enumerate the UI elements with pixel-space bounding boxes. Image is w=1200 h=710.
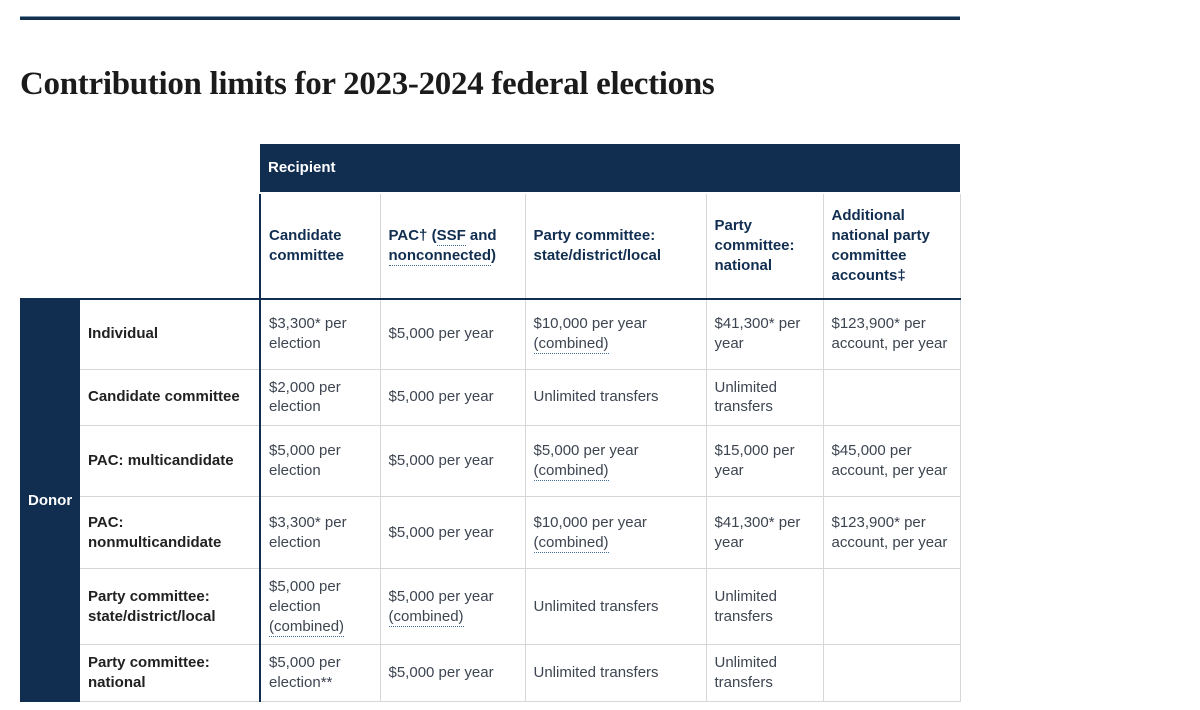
cell-partystate-candidate: $5,000 per election (combined): [259, 568, 381, 646]
cell-pacnonmulti-party-state: $10,000 per year (combined): [524, 496, 707, 570]
cell-text: $45,000 per account, per year: [831, 442, 948, 480]
table-row-pac-multicandidate: PAC: multicandidate $5,000 per election …: [20, 425, 961, 498]
cell-text: $5,000 per year: [388, 664, 494, 682]
combined-term-link[interactable]: (combined): [533, 462, 609, 482]
cell-pacnonmulti-additional: $123,900* per account, per year: [822, 496, 961, 570]
cell-partynat-party-national: Unlimited transfers: [705, 644, 824, 703]
cell-pacnonmulti-pac: $5,000 per year: [379, 496, 526, 570]
column-header-candidate-committee: Candidate committee: [259, 193, 381, 300]
cell-text: $5,000 per election: [269, 442, 341, 480]
cell-text: Unlimited transfers: [714, 378, 778, 416]
row-header-pac-nonmulticandidate: PAC: nonmulticandidate: [80, 496, 260, 570]
cell-text: $123,900* per account, per year: [831, 315, 948, 353]
cell-text: $41,300* per year: [714, 315, 801, 353]
cell-text: $2,000 per election: [269, 378, 341, 416]
cell-text: $15,000 per year: [714, 442, 795, 480]
table-row-individual: Donor Individual $3,300* per election $5…: [20, 298, 961, 702]
cell-text: $10,000 per year: [533, 315, 647, 333]
cell-partynat-candidate: $5,000 per election**: [259, 644, 381, 703]
cell-pacnonmulti-party-national: $41,300* per year: [705, 496, 824, 570]
column-header-party-national: Party committee: national: [705, 193, 824, 300]
table-row-candidate-committee: Candidate committee $2,000 per election …: [20, 368, 961, 427]
cell-text: $3,300* per election: [269, 513, 347, 551]
combined-term-link[interactable]: (combined): [269, 617, 345, 637]
combined-term-link[interactable]: (combined): [388, 607, 464, 627]
cell-candcomm-additional: [822, 368, 961, 427]
cell-pacmulti-party-state: $5,000 per year (combined): [524, 425, 707, 498]
cell-text: $5,000 per year: [533, 442, 639, 460]
cell-candcomm-party-state: Unlimited transfers: [524, 368, 707, 427]
cell-partynat-party-state: Unlimited transfers: [524, 644, 707, 703]
cell-text: $3,300* per election: [269, 315, 347, 353]
donor-group-header: Donor: [20, 298, 80, 702]
cell-text: $5,000 per election**: [269, 654, 341, 692]
cell-text: $5,000 per year: [388, 587, 494, 605]
cell-pacmulti-candidate: $5,000 per election: [259, 425, 381, 498]
page-title: Contribution limits for 2023-2024 federa…: [20, 66, 715, 103]
cell-text: Unlimited transfers: [714, 654, 778, 692]
cell-text: $5,000 per year: [388, 325, 494, 343]
recipient-group-header: Recipient: [260, 144, 961, 194]
combined-term-link[interactable]: (combined): [533, 335, 609, 355]
cell-text: $41,300* per year: [714, 513, 801, 551]
cell-text: Unlimited transfers: [533, 664, 659, 682]
cell-individual-candidate: $3,300* per election: [259, 298, 381, 370]
table-corner-spacer: [20, 144, 260, 299]
recipient-header-row: Recipient: [20, 144, 961, 194]
cell-candcomm-party-national: Unlimited transfers: [705, 368, 824, 427]
row-header-party-state: Party committee: state/district/local: [80, 568, 260, 646]
cell-individual-party-state: $10,000 per year (combined): [524, 298, 707, 370]
cell-text: Unlimited transfers: [533, 388, 659, 406]
cell-pacmulti-pac: $5,000 per year: [379, 425, 526, 498]
cell-text: Unlimited transfers: [533, 597, 659, 615]
cell-partystate-party-national: Unlimited transfers: [705, 568, 824, 646]
combined-term-link[interactable]: (combined): [533, 533, 609, 553]
pac-header-text: PAC† (: [388, 227, 437, 245]
cell-individual-additional: $123,900* per account, per year: [822, 298, 961, 370]
cell-pacmulti-additional: $45,000 per account, per year: [822, 425, 961, 498]
row-header-pac-multicandidate: PAC: multicandidate: [80, 425, 260, 498]
column-header-party-state: Party committee: state/district/local: [524, 193, 707, 300]
cell-text: $123,900* per account, per year: [831, 513, 948, 551]
contribution-limits-table-wrap: Recipient Candidate committee PAC† (SSF …: [20, 144, 961, 703]
cell-individual-party-national: $41,300* per year: [705, 298, 824, 370]
cell-partynat-pac: $5,000 per year: [379, 644, 526, 703]
ssf-term-link[interactable]: SSF: [436, 227, 466, 247]
cell-text: Unlimited transfers: [714, 587, 778, 625]
cell-text: $5,000 per year: [388, 452, 494, 470]
row-header-candidate-committee: Candidate committee: [80, 368, 260, 427]
table-row-party-national: Party committee: national $5,000 per ele…: [20, 644, 961, 703]
column-header-pac: PAC† (SSF and nonconnected): [379, 193, 526, 300]
cell-text: $5,000 per year: [388, 388, 494, 406]
cell-text: $5,000 per election: [269, 578, 341, 615]
contribution-limits-table: Recipient Candidate committee PAC† (SSF …: [20, 144, 961, 703]
cell-partynat-additional: [822, 644, 961, 703]
cell-text: $5,000 per year: [388, 523, 494, 541]
pac-header-text: and: [465, 227, 497, 245]
cell-candcomm-pac: $5,000 per year: [379, 368, 526, 427]
cell-candcomm-candidate: $2,000 per election: [259, 368, 381, 427]
cell-partystate-party-state: Unlimited transfers: [524, 568, 707, 646]
table-row-party-state: Party committee: state/district/local $5…: [20, 568, 961, 646]
nonconnected-term-link[interactable]: nonconnected: [388, 247, 492, 266]
row-header-party-national: Party committee: national: [80, 644, 260, 703]
cell-pacnonmulti-candidate: $3,300* per election: [259, 496, 381, 570]
table-row-pac-nonmulticandidate: PAC: nonmulticandidate $3,300* per elect…: [20, 496, 961, 570]
cell-text: $10,000 per year: [533, 513, 647, 531]
cell-pacmulti-party-national: $15,000 per year: [705, 425, 824, 498]
row-header-individual: Individual: [80, 298, 260, 370]
column-header-row: Candidate committee PAC† (SSF and noncon…: [20, 193, 961, 300]
cell-partystate-additional: [822, 568, 961, 646]
cell-partystate-pac: $5,000 per year (combined): [379, 568, 526, 646]
top-divider: [20, 16, 960, 20]
pac-header-text: ): [491, 247, 497, 264]
cell-individual-pac: $5,000 per year: [379, 298, 526, 370]
column-header-additional-accounts: Additional national party committee acco…: [822, 193, 961, 300]
